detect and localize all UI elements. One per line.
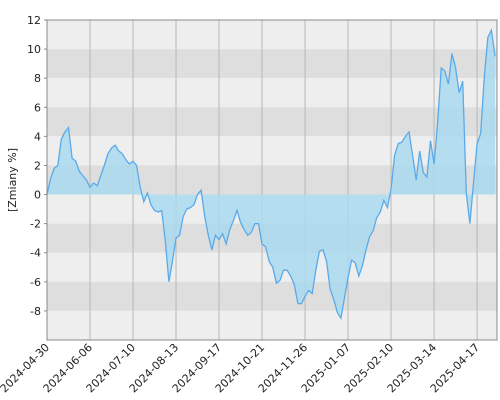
- grid-band: [47, 20, 497, 50]
- y-tick-label: -4: [30, 247, 41, 260]
- y-tick-label: 0: [34, 189, 41, 202]
- y-tick-label: 6: [34, 101, 41, 114]
- y-tick-label: -6: [30, 276, 41, 289]
- area: [47, 30, 495, 319]
- grid-band: [47, 78, 497, 108]
- y-tick-label: -2: [30, 218, 41, 231]
- line: [46, 28, 496, 320]
- y-tick-label: 2: [34, 159, 41, 172]
- y-tick-label: -8: [30, 305, 41, 318]
- y-tick-label: 4: [34, 130, 41, 143]
- y-tick-label: 10: [27, 43, 41, 56]
- y-axis-label: [Zmiany %]: [6, 148, 19, 212]
- grid-band: [47, 310, 497, 340]
- grid-band: [47, 281, 497, 311]
- grid-band: [47, 107, 497, 137]
- plot-frame: [46, 19, 498, 341]
- y-tick-label: 8: [34, 72, 41, 85]
- y-tick-label: 12: [27, 14, 41, 27]
- grid-band: [47, 49, 497, 79]
